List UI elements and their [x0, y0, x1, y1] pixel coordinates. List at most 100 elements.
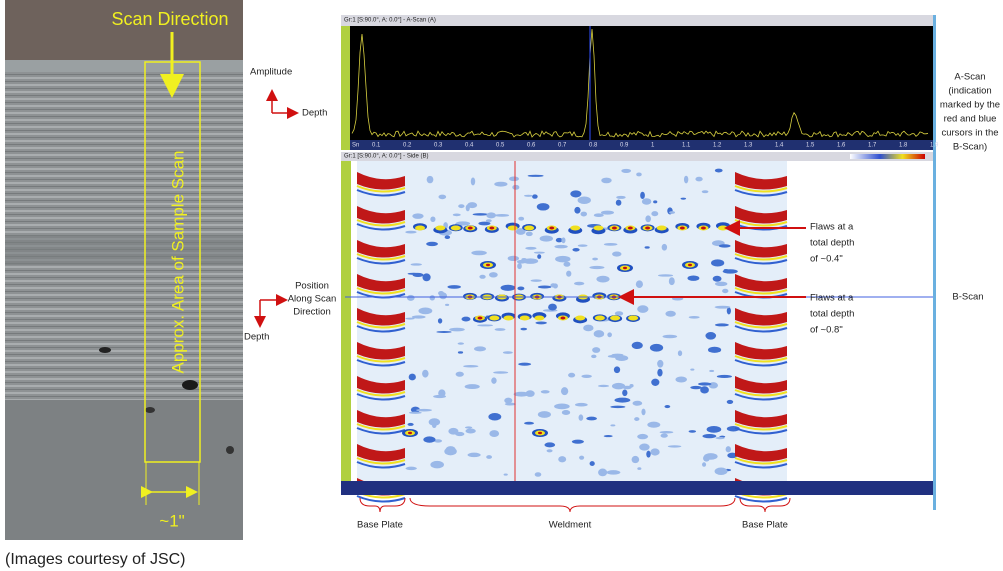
- scan-texture: [471, 250, 487, 256]
- scan-texture: [611, 382, 626, 390]
- scan-texture: [491, 377, 497, 384]
- scan-texture: [735, 410, 787, 428]
- scan-texture: [415, 225, 425, 231]
- scan-texture: [502, 351, 513, 354]
- ascan-tick: 0.4: [465, 143, 474, 149]
- scan-texture: [603, 242, 618, 246]
- scan-texture: [357, 342, 405, 360]
- scan-texture: [356, 423, 406, 431]
- scan-texture: [669, 211, 676, 214]
- scan-texture: [734, 321, 788, 329]
- scan-texture: [735, 308, 787, 326]
- sample-photo: [5, 0, 243, 540]
- scan-texture: [537, 254, 542, 259]
- scan-texture: [356, 219, 406, 227]
- scan-texture: [356, 393, 406, 401]
- scan-texture: [593, 330, 605, 338]
- scan-texture: [544, 442, 556, 448]
- ascan-tick: 1: [651, 143, 655, 149]
- scan-texture: [735, 206, 787, 224]
- scan-texture: [656, 225, 667, 231]
- ascan-label: marked by the: [940, 100, 1000, 111]
- scan-texture: [607, 332, 612, 338]
- scan-texture: [507, 225, 518, 231]
- caption: (Images courtesy of JSC): [5, 551, 186, 568]
- scan-texture: [524, 421, 535, 425]
- scan-texture: [455, 371, 464, 377]
- scan-texture: [683, 175, 689, 184]
- scan-texture: [467, 226, 473, 230]
- width-label: ~1": [159, 511, 184, 530]
- scan-texture: [516, 259, 527, 264]
- scan-texture: [356, 427, 406, 435]
- scan-texture: [637, 467, 642, 470]
- scan-texture: [356, 257, 406, 265]
- scan-texture: [714, 323, 729, 327]
- scan-texture: [520, 327, 528, 331]
- scan-texture: [534, 472, 542, 477]
- scan-texture: [429, 295, 435, 301]
- scan-texture: [410, 406, 421, 413]
- scan-texture: [407, 422, 414, 426]
- scan-texture: [356, 253, 406, 261]
- scan-direction: Scan Direction: [111, 9, 228, 29]
- scan-texture: [433, 394, 447, 399]
- scan-texture: [735, 444, 787, 462]
- scan-texture: [356, 185, 406, 193]
- scan-texture: [657, 274, 674, 277]
- scan-texture: [586, 416, 597, 421]
- scan-texture: [356, 359, 406, 367]
- scan-texture: [722, 288, 729, 294]
- scan-texture: [667, 445, 682, 448]
- scan-texture: [422, 369, 429, 378]
- scan-texture: [550, 283, 557, 288]
- scan-texture: [700, 386, 709, 394]
- scan-texture: [726, 307, 731, 315]
- depth-label: Depth: [244, 332, 269, 343]
- scan-texture: [523, 194, 533, 197]
- scan-texture: [405, 230, 417, 234]
- scan-texture: [612, 251, 622, 257]
- flaw-label: Flaws at a: [810, 293, 854, 304]
- scan-texture: [518, 216, 525, 221]
- scan-texture: [405, 317, 415, 320]
- ascan-label: B-Scan): [953, 142, 987, 153]
- ascan-tick: 0.9: [620, 143, 629, 149]
- scan-texture: [537, 285, 552, 289]
- scan-texture: [357, 308, 405, 326]
- scan-texture: [718, 244, 731, 248]
- scan-texture: [470, 177, 476, 186]
- ascan-tick: 0.2: [403, 143, 412, 149]
- scan-texture: [635, 280, 643, 289]
- scan-texture: [734, 457, 788, 465]
- scan-texture: [461, 316, 471, 322]
- scan-texture: [735, 172, 787, 190]
- scan-texture: [356, 461, 406, 469]
- scan-texture: [714, 467, 728, 475]
- scan-texture: [716, 374, 732, 379]
- ascan-tick: 0.8: [589, 143, 598, 149]
- scan-texture: [535, 321, 547, 325]
- region-label: Base Plate: [357, 520, 403, 531]
- scan-texture: [615, 199, 622, 206]
- scan-texture: [572, 248, 580, 252]
- ascan-label: cursors in the: [941, 128, 998, 139]
- scan-texture: [687, 275, 700, 281]
- ascan-tick: 0.7: [558, 143, 567, 149]
- scan-texture: [657, 368, 663, 377]
- scan-texture: [607, 354, 623, 358]
- scan-texture: [357, 376, 405, 394]
- scan-texture: [450, 225, 461, 231]
- region-label: Base Plate: [742, 520, 788, 531]
- scan-texture: [571, 439, 584, 444]
- scan-texture: [668, 277, 675, 286]
- scan-texture: [356, 321, 406, 329]
- scan-texture: [616, 195, 626, 199]
- ascan-tick: 1.4: [775, 143, 784, 149]
- scan-texture: [509, 176, 519, 182]
- scan-texture: [603, 435, 613, 438]
- scan-texture: [651, 378, 660, 386]
- bscan-label: B-Scan: [952, 292, 983, 303]
- scan-texture: [426, 241, 438, 247]
